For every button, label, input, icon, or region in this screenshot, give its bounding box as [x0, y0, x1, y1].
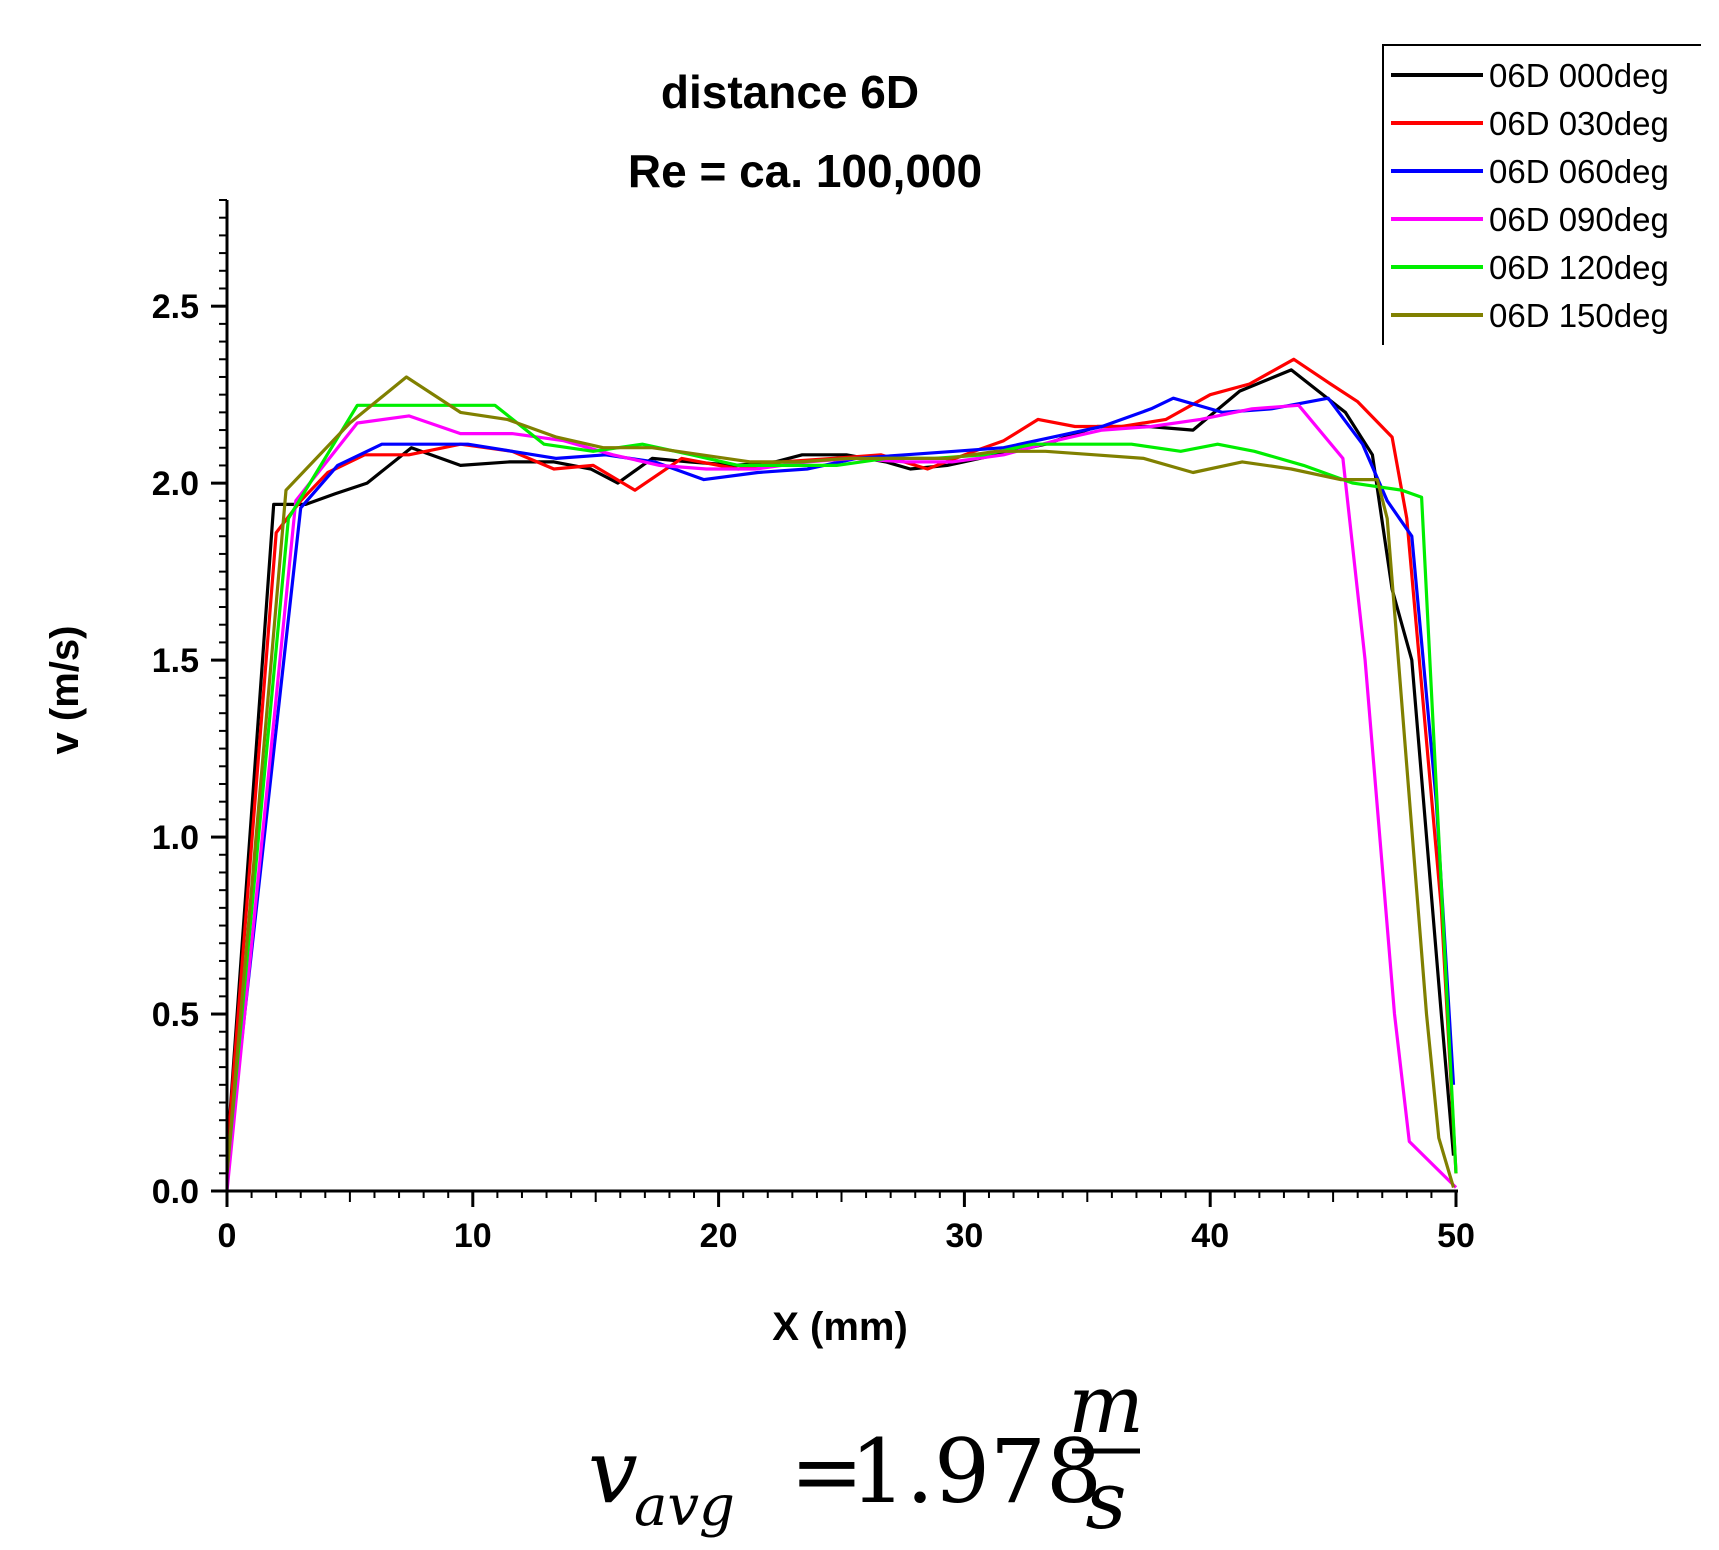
formula-denominator: s [1085, 1454, 1126, 1547]
legend-label: 06D 060deg [1489, 153, 1669, 190]
legend-label: 06D 150deg [1489, 297, 1669, 334]
formula-subscript: avg [634, 1474, 735, 1539]
series-line-4 [225, 403, 1458, 1174]
plot-area [225, 357, 1458, 1192]
legend-frame [1382, 44, 1701, 345]
y-tick-label: 2.5 [152, 288, 199, 326]
x-tick-label: 10 [454, 1217, 492, 1255]
legend-label: 06D 000deg [1489, 57, 1669, 94]
x-tick-label: 50 [1437, 1217, 1475, 1255]
y-tick-label: 1.0 [152, 819, 199, 857]
x-tick-label: 0 [218, 1217, 237, 1255]
x-tick-label: 30 [945, 1217, 983, 1255]
formula-equals: = [790, 1420, 864, 1523]
x-tick-label: 40 [1191, 1217, 1229, 1255]
formula-value: 1.978 [850, 1420, 1102, 1523]
y-tick-label: 0.0 [152, 1173, 199, 1211]
legend: 06D 000deg 06D 030deg 06D 060deg 06D 090deg… [1382, 44, 1701, 345]
chart-subtitle: Re = ca. 100,000 [628, 145, 982, 197]
y-tick-label: 0.5 [152, 996, 199, 1034]
legend-label: 06D 030deg [1489, 105, 1669, 142]
y-tick-label: 2.0 [152, 465, 199, 503]
y-tick-label: 1.5 [152, 642, 199, 680]
average-velocity-formula: v avg = 1.978 m s [588, 1358, 1144, 1547]
axes: 0 10 20 30 40 50 0.0 0.5 1.0 1.5 2.0 2.5 [152, 199, 1475, 1255]
series-line-1 [225, 357, 1458, 1174]
x-axis-label: X (mm) [772, 1305, 908, 1349]
x-tick-label: 20 [700, 1217, 738, 1255]
legend-label: 06D 090deg [1489, 201, 1669, 238]
series-line-2 [225, 396, 1456, 1174]
formula-numerator: m [1068, 1358, 1144, 1451]
chart-title: distance 6D [661, 66, 919, 118]
series-line-5 [225, 375, 1456, 1188]
series-line-0 [225, 368, 1456, 1156]
y-axis-label: v (m/s) [43, 626, 87, 755]
legend-label: 06D 120deg [1489, 249, 1669, 286]
series-line-3 [225, 403, 1458, 1192]
formula-variable: v [588, 1420, 638, 1523]
